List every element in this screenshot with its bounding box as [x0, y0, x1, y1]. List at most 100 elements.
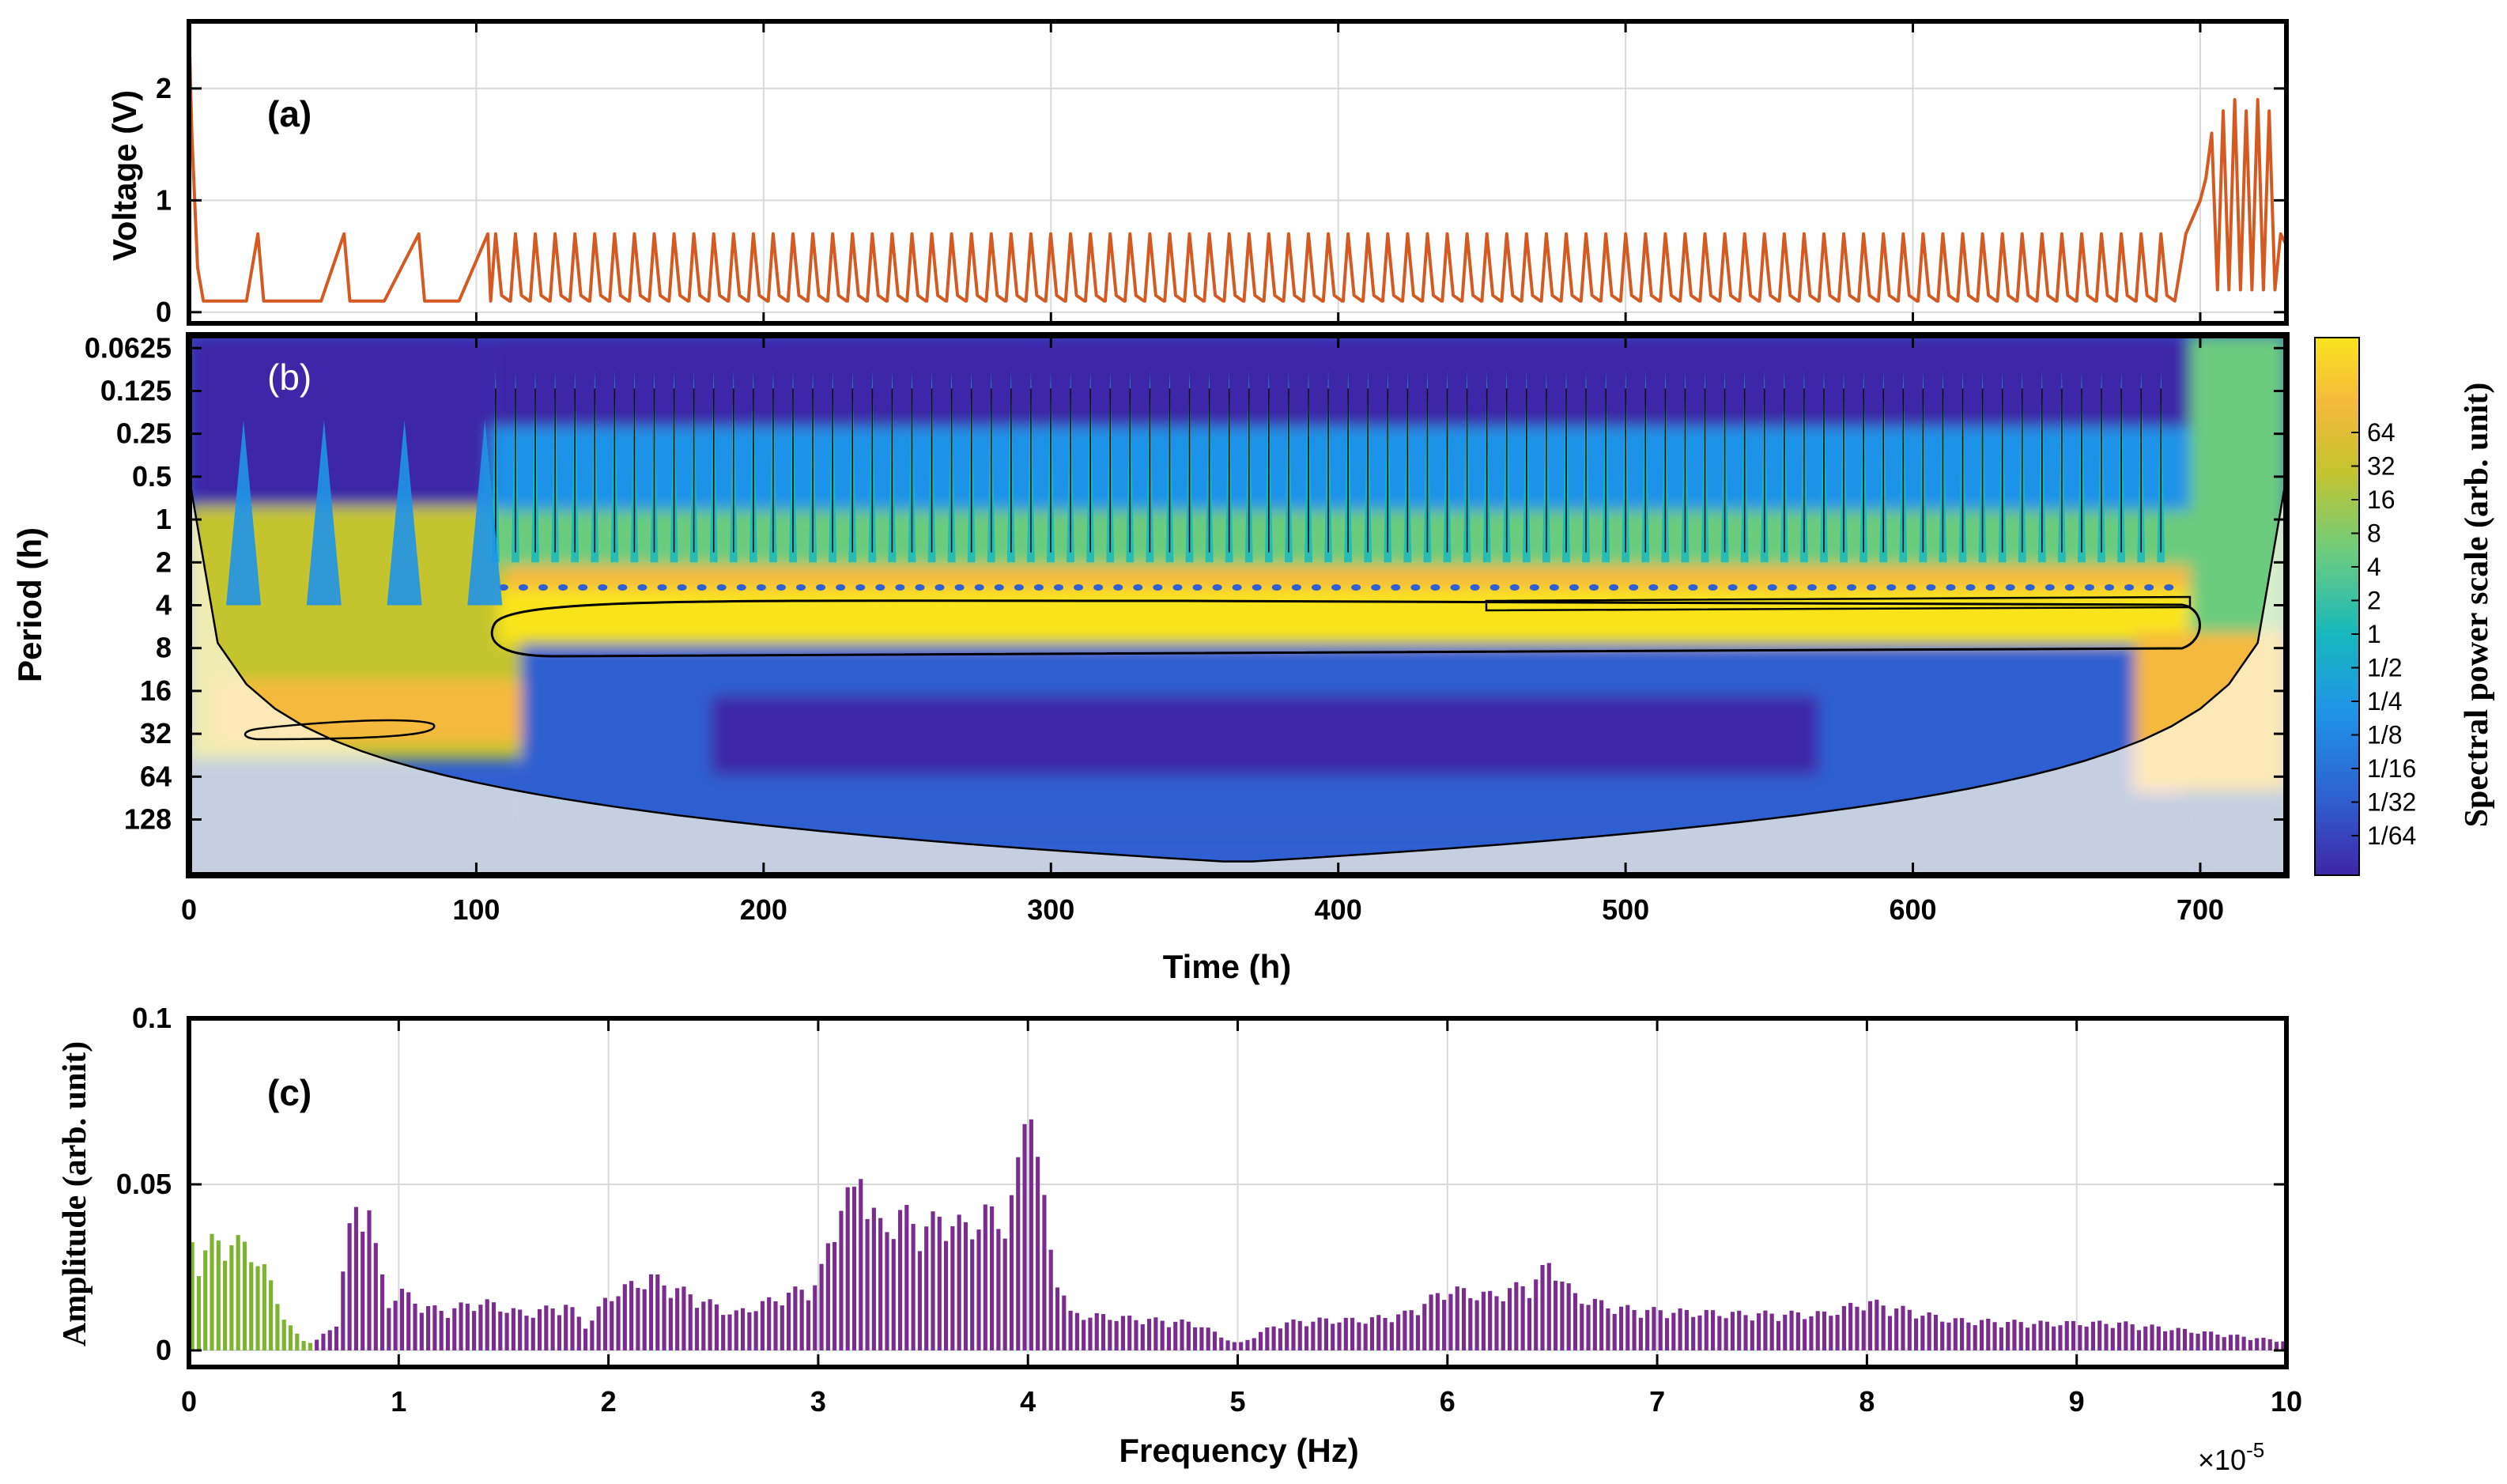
spectrum-bar-127 — [1022, 1123, 1027, 1350]
spectrum-bar-249 — [1822, 1311, 1827, 1350]
heatmap-dot-72 — [1926, 584, 1936, 591]
spectrum-bar-120 — [976, 1229, 981, 1350]
spectrum-bar-203 — [1520, 1286, 1525, 1350]
panel-c-ticks: 0 1 2 3 4 5 6 7 8 9 10 0 0.05 0.1 — [116, 1002, 2302, 1418]
spectrum-bar-168 — [1291, 1319, 1296, 1350]
colorbar-tick-label-7: 1/2 — [2367, 654, 2402, 682]
spectrum-bar-201 — [1507, 1288, 1512, 1350]
spectrum-bar-202 — [1514, 1282, 1519, 1350]
cone-of-influence-shade — [189, 476, 2286, 875]
spectrum-bar-24 — [347, 1223, 352, 1350]
spectrum-bar-174 — [1331, 1324, 1335, 1350]
spectrum-bar-229 — [1691, 1316, 1696, 1350]
colorbar-tick-label-8: 1/4 — [2367, 687, 2402, 716]
spectrum-bar-198 — [1488, 1290, 1493, 1350]
heatmap-early-spike-1 — [306, 420, 342, 606]
spectrum-bar-257 — [1875, 1299, 1879, 1350]
panel-b-y-tick-label-0: 0.0625 — [85, 331, 172, 364]
spectrum-bar-288 — [2078, 1325, 2082, 1350]
spectrum-bar-124 — [1002, 1238, 1007, 1350]
spectrum-bar-192 — [1448, 1293, 1453, 1350]
heatmap-early-low-region — [189, 335, 489, 533]
panel-b-y-tick-label-10: 64 — [140, 760, 172, 792]
spectrum-bar-83 — [734, 1310, 738, 1350]
heatmap-dot-46 — [1410, 584, 1421, 591]
spectrum-bar-287 — [2071, 1320, 2076, 1350]
spectrum-bar-55 — [550, 1308, 555, 1350]
spectrum-bar-28 — [373, 1243, 378, 1350]
spectrum-bar-2 — [203, 1250, 208, 1350]
panel-c-spectrum-chart: 0 1 2 3 4 5 6 7 8 9 10 0 0.05 0.1 (c) Amplitude (arb.… — [57, 1002, 2302, 1476]
spectrum-bar-64 — [610, 1301, 614, 1350]
heatmap-dot-83 — [2144, 584, 2154, 591]
spectrum-bar-316 — [2261, 1337, 2266, 1350]
spectrum-bar-144 — [1134, 1320, 1138, 1350]
spectrum-bar-259 — [1887, 1316, 1892, 1350]
spectrum-bar-182 — [1383, 1317, 1388, 1350]
spectrum-bar-0 — [190, 1242, 194, 1350]
spectrum-bar-299 — [2150, 1324, 2154, 1350]
x-multiplier-exponent: -5 — [2246, 1438, 2264, 1462]
spectrum-bar-163 — [1258, 1331, 1263, 1350]
spectrum-bar-240 — [1763, 1310, 1768, 1350]
colorbar-tick-label-5: 2 — [2367, 587, 2381, 615]
spectrum-bar-260 — [1894, 1308, 1899, 1350]
spectrum-bar-14 — [281, 1320, 286, 1350]
spectrum-bar-19 — [315, 1339, 319, 1350]
spectrum-bar-12 — [269, 1280, 274, 1350]
spectrum-bar-250 — [1829, 1316, 1833, 1350]
spectrum-bar-234 — [1724, 1318, 1728, 1350]
spectrum-bar-8 — [242, 1241, 247, 1350]
panel-b-y-tick-label-7: 8 — [156, 632, 172, 664]
heatmap-dominant-band — [498, 589, 2190, 644]
heatmap-dot-22 — [934, 584, 945, 591]
spectrum-bar-236 — [1737, 1310, 1742, 1350]
spectrum-bar-108 — [897, 1210, 903, 1350]
heatmap-dot-12 — [736, 584, 746, 591]
heatmap-dot-16 — [816, 584, 826, 591]
spectrum-bar-242 — [1776, 1320, 1781, 1350]
spectrum-bar-291 — [2097, 1320, 2102, 1350]
spectrum-bar-87 — [760, 1301, 765, 1350]
significance-contour-upper — [1485, 595, 2192, 612]
heatmap-dot-48 — [1450, 584, 1460, 591]
spectrum-bar-150 — [1173, 1321, 1178, 1350]
spectrum-bar-171 — [1311, 1321, 1316, 1350]
colorbar-tick-label-9: 1/8 — [2367, 721, 2402, 750]
spectrum-bar-119 — [970, 1239, 975, 1350]
spectrum-bar-66 — [622, 1284, 627, 1350]
spectrum-bar-194 — [1461, 1288, 1467, 1350]
panel-b-y-tick-label-1: 0.125 — [100, 374, 172, 406]
spectrum-bar-62 — [596, 1306, 601, 1350]
heatmap-dot-20 — [895, 584, 905, 591]
panel-a-y-tick-label-1: 1 — [156, 183, 172, 216]
heatmap-dot-41 — [1311, 584, 1321, 591]
spectrum-bar-219 — [1625, 1305, 1630, 1350]
spectrum-bar-247 — [1809, 1316, 1814, 1350]
colorbar-tick-label-3: 8 — [2367, 519, 2381, 548]
spectrum-bar-147 — [1153, 1317, 1158, 1350]
spectrum-bar-235 — [1730, 1312, 1735, 1350]
spectrum-bar-162 — [1252, 1338, 1256, 1350]
heatmap-dot-80 — [2084, 584, 2094, 591]
panel-c-x-tick-label-10: 10 — [2271, 1385, 2302, 1418]
spectrum-bar-49 — [511, 1308, 515, 1350]
spectrum-bar-79 — [708, 1299, 712, 1350]
spectrum-bar-128 — [1029, 1119, 1033, 1350]
spectrum-bar-307 — [2202, 1331, 2207, 1350]
spectrum-bar-206 — [1540, 1264, 1545, 1350]
spectrum-bar-308 — [2209, 1331, 2214, 1350]
heatmap-dot-55 — [1589, 584, 1599, 591]
spectrum-bar-312 — [2235, 1335, 2240, 1350]
spectrum-bar-292 — [2104, 1324, 2109, 1350]
spectrum-bar-266 — [1933, 1314, 1939, 1350]
panel-c-x-tick-label-9: 9 — [2069, 1385, 2085, 1418]
spectrum-bar-26 — [361, 1231, 365, 1350]
spectrum-bar-270 — [1960, 1318, 1965, 1350]
spectrum-bar-156 — [1212, 1331, 1218, 1350]
spectrum-bar-75 — [681, 1286, 686, 1350]
spectrum-bar-246 — [1803, 1319, 1807, 1350]
heatmap-dot-39 — [1271, 584, 1282, 591]
spectrum-bar-1 — [196, 1276, 202, 1350]
spectrum-bar-44 — [478, 1305, 483, 1350]
